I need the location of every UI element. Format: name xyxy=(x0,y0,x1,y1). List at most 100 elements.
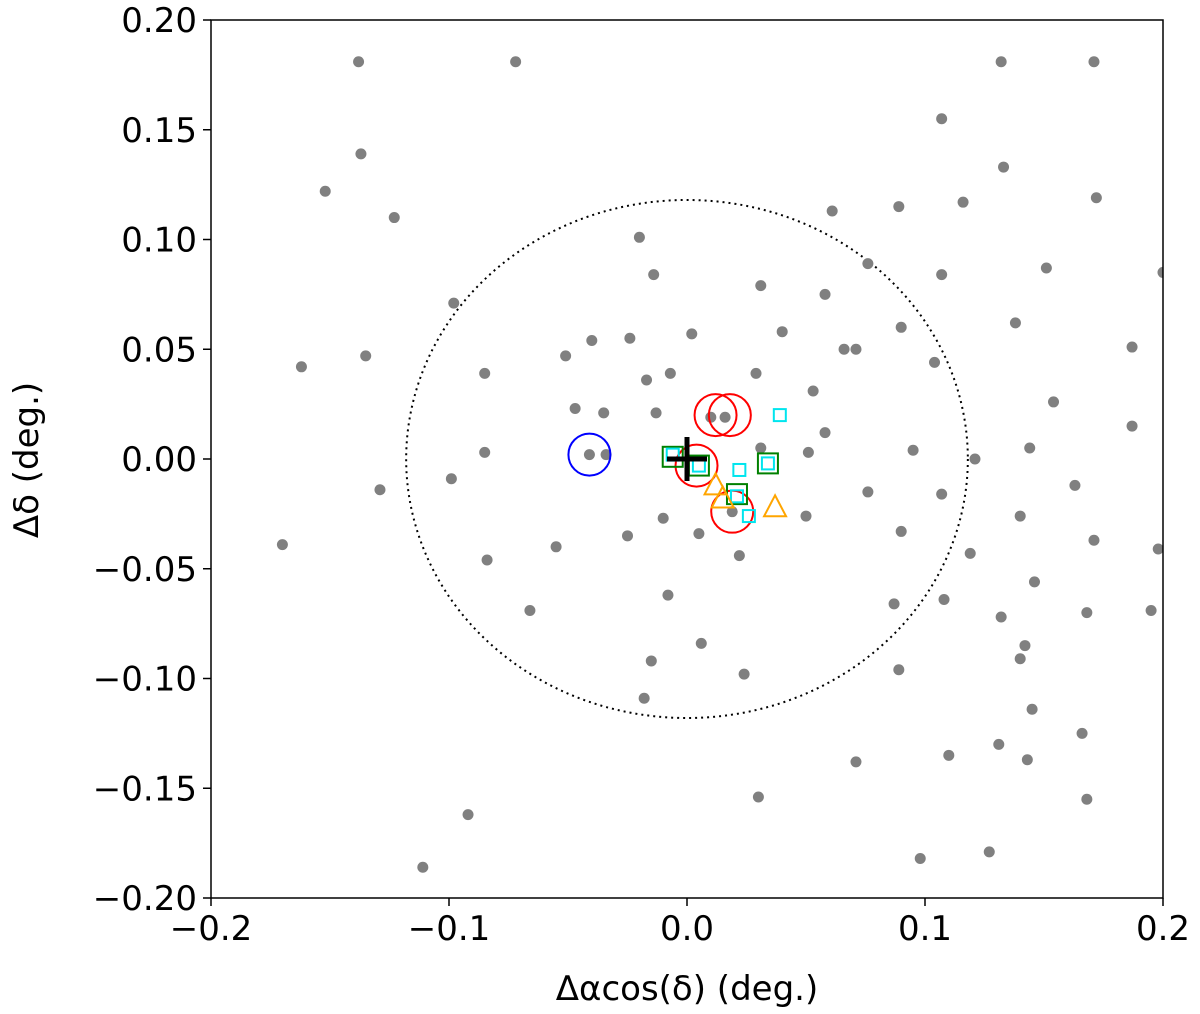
gray-data-point xyxy=(374,484,386,496)
gray-data-point xyxy=(1019,640,1031,652)
gray-data-point xyxy=(569,403,581,415)
orange-triangle-marker xyxy=(710,484,736,509)
red-circle-marker xyxy=(707,393,752,438)
gray-data-point xyxy=(1040,262,1052,274)
gray-data-point xyxy=(819,427,831,439)
x-tick-label: −0.2 xyxy=(170,909,253,949)
gray-data-point xyxy=(1014,510,1026,522)
gray-data-point xyxy=(800,510,812,522)
gray-data-point xyxy=(1069,479,1081,491)
gray-data-point xyxy=(893,201,905,213)
x-axis-label: Δαcos(δ) (deg.) xyxy=(556,969,818,1009)
y-tick-label: −0.20 xyxy=(93,879,197,919)
gray-data-point xyxy=(417,861,429,873)
gray-data-point xyxy=(355,148,367,160)
gray-data-point xyxy=(276,539,288,551)
x-tick-label: 0.1 xyxy=(898,909,952,949)
gray-data-point xyxy=(983,846,995,858)
gray-data-point xyxy=(550,541,562,553)
gray-data-point xyxy=(1152,543,1163,555)
cyan-square-marker xyxy=(732,462,747,477)
gray-data-point xyxy=(850,343,862,355)
gray-data-point xyxy=(726,506,738,518)
gray-data-point xyxy=(1024,442,1036,454)
plot-area xyxy=(405,198,969,720)
gray-data-point xyxy=(907,444,919,456)
cyan-square-marker xyxy=(729,489,744,504)
y-tick-label: 0.20 xyxy=(121,1,197,41)
gray-data-point xyxy=(995,56,1007,68)
gray-data-point xyxy=(1088,56,1100,68)
chart-marks xyxy=(276,56,1163,873)
gray-data-point xyxy=(388,212,400,224)
y-tick-label: 0.00 xyxy=(121,440,197,480)
gray-data-point xyxy=(693,528,705,540)
y-tick-label: −0.10 xyxy=(93,660,197,700)
gray-data-point xyxy=(645,655,657,667)
gray-data-point xyxy=(826,205,838,217)
gray-data-point xyxy=(1081,793,1093,805)
y-tick-label: −0.05 xyxy=(93,550,197,590)
gray-data-point xyxy=(650,407,662,419)
gray-data-point xyxy=(862,486,874,498)
gray-data-point xyxy=(445,473,457,485)
y-tick-label: 0.10 xyxy=(121,221,197,261)
blue-circle-marker xyxy=(567,432,612,477)
y-tick-label: 0.05 xyxy=(121,330,197,370)
gray-data-point xyxy=(938,593,950,605)
gray-data-point xyxy=(481,554,493,566)
gray-data-point xyxy=(560,350,572,362)
gray-data-point xyxy=(1157,266,1163,278)
gray-data-point xyxy=(479,446,491,458)
gray-data-point xyxy=(755,280,767,292)
gray-data-point xyxy=(914,852,926,864)
gray-data-point xyxy=(993,738,1005,750)
gray-data-point xyxy=(624,332,636,344)
gray-data-point xyxy=(657,512,669,524)
gray-data-point xyxy=(895,321,907,333)
cyan-square-marker xyxy=(760,456,775,471)
gray-data-point xyxy=(641,374,653,386)
cyan-square-marker xyxy=(772,408,787,423)
radius-circle xyxy=(405,198,969,720)
gray-data-point xyxy=(1014,653,1026,665)
gray-data-point xyxy=(360,350,372,362)
gray-data-point xyxy=(888,598,900,610)
gray-data-point xyxy=(353,56,365,68)
gray-data-point xyxy=(705,411,717,423)
gray-data-point xyxy=(802,446,814,458)
y-axis-label: Δδ (deg.) xyxy=(7,382,47,538)
gray-data-point xyxy=(1088,534,1100,546)
gray-data-point xyxy=(1021,754,1033,766)
gray-data-point xyxy=(995,611,1007,623)
gray-data-point xyxy=(936,488,948,500)
gray-data-point xyxy=(1126,341,1138,353)
gray-data-point xyxy=(943,749,955,761)
gray-data-point xyxy=(1081,607,1093,619)
gray-data-point xyxy=(1009,317,1021,329)
gray-data-point xyxy=(929,356,941,368)
gray-data-point xyxy=(319,185,331,197)
gray-data-point xyxy=(936,269,948,281)
gray-data-point xyxy=(838,343,850,355)
gray-data-point xyxy=(598,407,610,419)
gray-data-point xyxy=(1126,420,1138,432)
gray-data-point xyxy=(807,385,819,397)
green-square-marker xyxy=(756,452,779,475)
gray-data-point xyxy=(695,637,707,649)
gray-data-point xyxy=(850,756,862,768)
gray-data-point xyxy=(719,411,731,423)
axes: −0.2 −0.1 0.0 0.1 0.2 0.20 0.15 0.10 0.05 0.00 −0.… xyxy=(93,1,1190,949)
gray-data-point xyxy=(448,297,460,309)
cyan-square-marker xyxy=(741,509,756,524)
gray-data-point xyxy=(1026,703,1038,715)
gray-data-point xyxy=(583,449,595,461)
gray-data-point xyxy=(638,692,650,704)
gray-data-point xyxy=(964,547,976,559)
gray-data-point xyxy=(750,367,762,379)
gray-data-point xyxy=(648,269,660,281)
gray-data-point xyxy=(524,604,536,616)
gray-data-point xyxy=(633,231,645,243)
red-circle-marker xyxy=(674,443,719,488)
